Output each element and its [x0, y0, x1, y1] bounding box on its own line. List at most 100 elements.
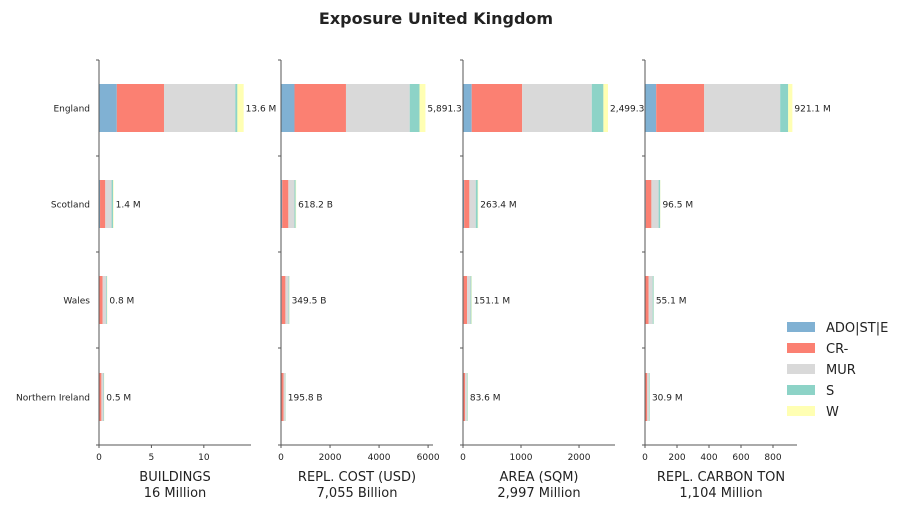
- bar-segment: [472, 84, 522, 132]
- chart-title: Exposure United Kingdom: [319, 9, 553, 28]
- bar-segment: [464, 276, 467, 324]
- x-tick-label: 400: [700, 453, 717, 463]
- bar-segment: [476, 180, 478, 228]
- bar-segment: [235, 84, 237, 132]
- bar-total-label: 263.4 M: [480, 201, 516, 211]
- bar-segment: [282, 276, 286, 324]
- panel-subtitle: 16 Million: [144, 486, 207, 501]
- bar-segment: [646, 180, 652, 228]
- bar-segment: [467, 373, 468, 421]
- bar-segment: [106, 276, 107, 324]
- x-tick-label: 1000: [510, 453, 533, 463]
- bar-segment: [656, 84, 704, 132]
- bar-segment: [645, 373, 647, 421]
- bar-segment: [164, 84, 235, 132]
- x-tick-label: 5: [149, 453, 155, 463]
- legend-label: CR-: [826, 342, 849, 357]
- bar-total-label: 618.2 B: [298, 201, 333, 211]
- bar-segment: [603, 84, 608, 132]
- bar-segment: [788, 84, 792, 132]
- bar-segment: [237, 84, 243, 132]
- bar-segment: [463, 84, 472, 132]
- bar-segment: [465, 373, 467, 421]
- bar-segment: [105, 180, 111, 228]
- legend-swatch: [787, 322, 815, 332]
- category-label: Scotland: [51, 201, 90, 211]
- bar-segment: [101, 373, 103, 421]
- bar-segment: [346, 84, 410, 132]
- panel-subtitle: 1,104 Million: [679, 486, 762, 501]
- bar-segment: [99, 373, 101, 421]
- x-axis-label: REPL. CARBON TON: [657, 470, 785, 485]
- bar-segment: [649, 276, 653, 324]
- legend-swatch: [787, 406, 815, 416]
- x-tick-label: 6000: [417, 453, 440, 463]
- bar-segment: [284, 373, 286, 421]
- bar-total-label: 921.1 M: [794, 105, 830, 115]
- x-axis-label: REPL. COST (USD): [298, 470, 416, 485]
- bar-total-label: 96.5 M: [662, 201, 693, 211]
- bar-total-label: 195.8 B: [288, 394, 323, 404]
- legend-label: MUR: [826, 363, 856, 378]
- bar-segment: [647, 373, 649, 421]
- bar-segment: [281, 84, 294, 132]
- bar-segment: [464, 180, 469, 228]
- x-tick-label: 0: [96, 453, 102, 463]
- x-tick-label: 10: [198, 453, 210, 463]
- legend-swatch: [787, 385, 815, 395]
- legend-label: S: [826, 384, 834, 399]
- bar-segment: [780, 84, 788, 132]
- x-tick-label: 4000: [368, 453, 391, 463]
- bar-segment: [410, 84, 420, 132]
- bar-total-label: 83.6 M: [470, 394, 501, 404]
- bar-segment: [463, 373, 465, 421]
- bar-segment: [281, 373, 283, 421]
- x-tick-label: 0: [460, 453, 466, 463]
- bar-total-label: 349.5 B: [292, 297, 327, 307]
- bar-segment: [645, 276, 648, 324]
- bar-total-label: 13.6 M: [246, 105, 277, 115]
- bar-segment: [653, 276, 654, 324]
- bar-total-label: 1.4 M: [116, 201, 141, 211]
- bar-segment: [104, 373, 105, 421]
- bar-segment: [645, 84, 656, 132]
- bar-total-label: 55.1 M: [656, 297, 687, 307]
- bar-segment: [471, 276, 472, 324]
- legend-swatch: [787, 343, 815, 353]
- bar-total-label: 2,499.3: [610, 105, 644, 115]
- bar-total-label: 30.9 M: [652, 394, 683, 404]
- bar-segment: [651, 180, 658, 228]
- panel-1: 13.6 M1.4 M0.8 M0.5 MEnglandScotlandWale…: [16, 60, 276, 501]
- category-label: England: [53, 105, 90, 115]
- bar-segment: [282, 180, 288, 228]
- x-axis-label: BUILDINGS: [139, 470, 210, 485]
- bar-segment: [469, 180, 475, 228]
- bar-segment: [112, 180, 114, 228]
- bar-segment: [592, 84, 604, 132]
- x-tick-label: 200: [668, 453, 685, 463]
- category-label: Northern Ireland: [16, 394, 90, 404]
- bar-segment: [100, 276, 103, 324]
- bar-segment: [294, 180, 295, 228]
- legend-swatch: [787, 364, 815, 374]
- bar-segment: [289, 276, 290, 324]
- bar-segment: [522, 84, 592, 132]
- bar-segment: [100, 180, 105, 228]
- legend-label: W: [826, 405, 839, 420]
- bar-segment: [294, 84, 345, 132]
- bar-total-label: 0.5 M: [106, 394, 131, 404]
- legend-label: ADO|ST|E: [826, 321, 888, 336]
- bar-segment: [420, 84, 426, 132]
- x-tick-label: 800: [764, 453, 781, 463]
- bar-segment: [649, 373, 650, 421]
- panel-subtitle: 7,055 Billion: [317, 486, 398, 501]
- x-tick-label: 0: [278, 453, 284, 463]
- panel-subtitle: 2,997 Million: [497, 486, 580, 501]
- bar-segment: [99, 84, 117, 132]
- bar-segment: [659, 180, 661, 228]
- bar-segment: [285, 276, 288, 324]
